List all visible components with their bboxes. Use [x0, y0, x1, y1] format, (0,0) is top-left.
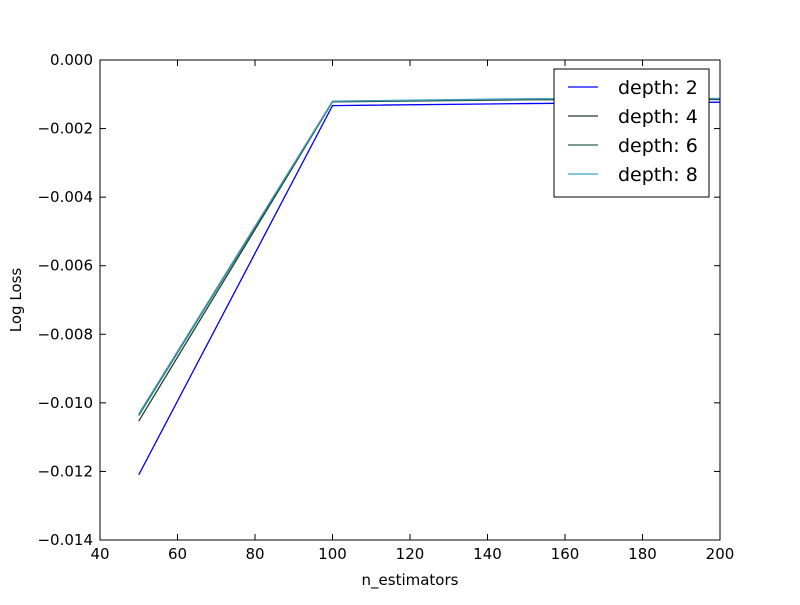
legend-entry-label: depth: 2	[618, 77, 698, 99]
x-tick-label: 160	[551, 545, 580, 563]
y-tick-label: −0.012	[37, 462, 93, 480]
y-axis-label: Log Loss	[7, 268, 25, 333]
legend-entry-label: depth: 8	[618, 164, 698, 186]
x-tick-label: 200	[706, 545, 735, 563]
y-tick-label: −0.002	[37, 120, 93, 138]
y-tick-label: −0.004	[37, 188, 93, 206]
legend-box	[553, 68, 710, 198]
y-tick-label: −0.008	[37, 325, 93, 343]
x-tick-label: 80	[245, 545, 264, 563]
legend-entry-label: depth: 4	[618, 106, 698, 128]
x-tick-label: 40	[90, 545, 109, 563]
x-tick-label: 180	[628, 545, 657, 563]
y-tick-label: −0.006	[37, 257, 93, 275]
x-tick-label: 140	[473, 545, 502, 563]
x-axis-label: n_estimators	[362, 571, 459, 590]
y-tick-label: −0.014	[37, 531, 93, 549]
legend-entry-label: depth: 6	[618, 135, 698, 157]
legend: depth: 2 depth: 4 depth: 6 depth: 8	[553, 68, 710, 198]
x-tick-label: 120	[396, 545, 425, 563]
y-tick-label: −0.010	[37, 394, 93, 412]
x-tick-label: 100	[318, 545, 347, 563]
y-tick-label: 0.000	[50, 51, 93, 69]
x-tick-label: 60	[168, 545, 187, 563]
